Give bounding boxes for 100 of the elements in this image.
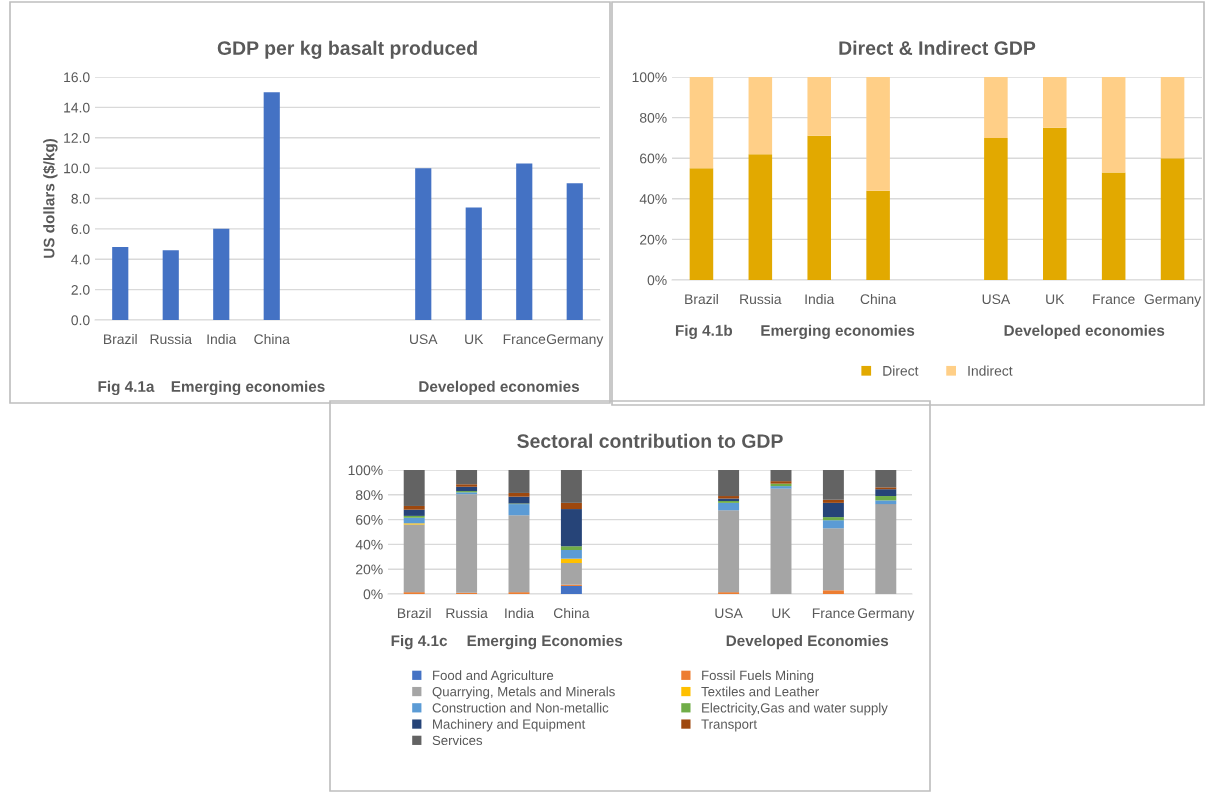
x-tick-label: France bbox=[1093, 294, 1135, 305]
bar bbox=[403, 505, 425, 510]
x-tick-label: UK bbox=[465, 334, 484, 345]
y-tick-label: 40% bbox=[355, 539, 383, 550]
bar bbox=[403, 470, 425, 506]
x-tick-label: France bbox=[812, 608, 855, 619]
legend-label: Indirect bbox=[968, 365, 1013, 376]
bar bbox=[516, 163, 533, 320]
bar bbox=[560, 502, 582, 510]
bar bbox=[263, 92, 280, 320]
y-tick-label: 2.0 bbox=[71, 284, 90, 295]
bar bbox=[689, 77, 714, 169]
bar bbox=[415, 168, 432, 320]
y-tick-label: 60% bbox=[356, 514, 383, 525]
x-tick-label: China bbox=[254, 333, 290, 345]
bar bbox=[403, 524, 425, 593]
x-tick-label: USA bbox=[982, 294, 1011, 305]
caption: Fig 4.1c bbox=[391, 634, 448, 650]
y-tick-label: 80% bbox=[355, 490, 383, 500]
text: Emerging economies bbox=[761, 324, 915, 339]
bar bbox=[718, 470, 740, 497]
x-tick-label: Germany bbox=[1144, 294, 1202, 307]
y-tick-label: 40% bbox=[639, 194, 667, 204]
bar bbox=[213, 228, 230, 320]
bar bbox=[508, 515, 530, 593]
y-tick-label: 20% bbox=[356, 564, 383, 575]
legend-label: Direct bbox=[883, 365, 919, 376]
bar bbox=[560, 509, 582, 547]
bar bbox=[770, 488, 792, 594]
y-tick-label: 0% bbox=[363, 589, 383, 600]
bar bbox=[456, 484, 478, 487]
y-tick-label: 16.0 bbox=[64, 72, 90, 83]
legend-label: Construction and Non-metallic bbox=[432, 702, 609, 713]
x-tick-label: UK bbox=[1046, 294, 1065, 305]
y-tick-label: 8.0 bbox=[71, 193, 90, 204]
x-tick-label: India bbox=[207, 333, 237, 345]
legend-label: Services bbox=[432, 735, 483, 746]
bar bbox=[403, 517, 425, 524]
x-tick-label: Brazil bbox=[397, 607, 431, 619]
bar bbox=[1160, 158, 1185, 280]
legend-label: Food and Agriculture bbox=[433, 670, 554, 683]
bar bbox=[875, 496, 897, 501]
y-tick-label: 12.0 bbox=[64, 133, 90, 143]
y-tick-label: 6.0 bbox=[71, 224, 90, 235]
bar bbox=[875, 489, 897, 497]
bar bbox=[984, 77, 1008, 138]
y-tick-label: 0.0 bbox=[71, 315, 90, 326]
text: Developed economies bbox=[1004, 324, 1165, 339]
bar bbox=[807, 135, 831, 280]
bar bbox=[560, 470, 582, 503]
bar bbox=[718, 510, 740, 593]
x-tick-label: China bbox=[860, 293, 897, 305]
legend-label: Fossil Fuels Mining bbox=[702, 670, 814, 683]
y-tick-label: 10.0 bbox=[64, 163, 90, 174]
y-tick-label: 20% bbox=[640, 234, 667, 245]
x-tick-label: Russia bbox=[150, 333, 192, 345]
legend-label: Machinery and Equipment bbox=[433, 719, 586, 732]
bar bbox=[822, 517, 844, 521]
y-tick-label: 14.0 bbox=[64, 102, 90, 113]
x-tick-label: UK bbox=[772, 608, 791, 619]
bar bbox=[1101, 172, 1126, 280]
bar bbox=[875, 500, 897, 505]
caption: Fig 4.1a bbox=[98, 380, 155, 396]
bar bbox=[822, 520, 844, 529]
x-tick-label: Germany bbox=[857, 608, 915, 621]
bar bbox=[822, 499, 844, 503]
y-tick-label: 4.0 bbox=[71, 254, 90, 265]
bar bbox=[1101, 77, 1126, 173]
bar bbox=[875, 504, 897, 594]
bar bbox=[112, 247, 129, 320]
bar bbox=[508, 504, 530, 516]
bar bbox=[508, 492, 530, 497]
bar bbox=[1043, 77, 1067, 128]
chart-title: Sectoral contribution to GDP bbox=[517, 433, 783, 448]
y-tick-label: 80% bbox=[639, 112, 667, 123]
bar bbox=[456, 486, 478, 492]
bar bbox=[560, 563, 582, 585]
bar bbox=[403, 509, 425, 516]
bar bbox=[162, 250, 179, 320]
bar bbox=[866, 77, 890, 191]
text: Emerging economies bbox=[171, 380, 325, 396]
text: Developed Economies bbox=[726, 634, 889, 650]
x-tick-label: USA bbox=[410, 334, 438, 345]
bar bbox=[560, 549, 582, 559]
x-tick-label: USA bbox=[715, 608, 743, 619]
bar bbox=[465, 207, 482, 320]
bar bbox=[822, 528, 844, 591]
legend-label: Quarrying, Metals and Minerals bbox=[432, 686, 615, 699]
bar bbox=[822, 590, 844, 594]
chart-title: Direct & Indirect GDP bbox=[839, 40, 1036, 55]
x-tick-label: Russia bbox=[740, 293, 782, 305]
text: Developed economies bbox=[419, 380, 580, 395]
x-tick-label: India bbox=[805, 293, 835, 305]
bar bbox=[566, 183, 583, 320]
bar bbox=[866, 190, 890, 280]
x-tick-label: France bbox=[503, 334, 546, 345]
bar bbox=[770, 470, 792, 482]
x-tick-label: Brazil bbox=[685, 293, 718, 305]
x-tick-label: China bbox=[553, 607, 590, 619]
bar bbox=[456, 470, 478, 485]
